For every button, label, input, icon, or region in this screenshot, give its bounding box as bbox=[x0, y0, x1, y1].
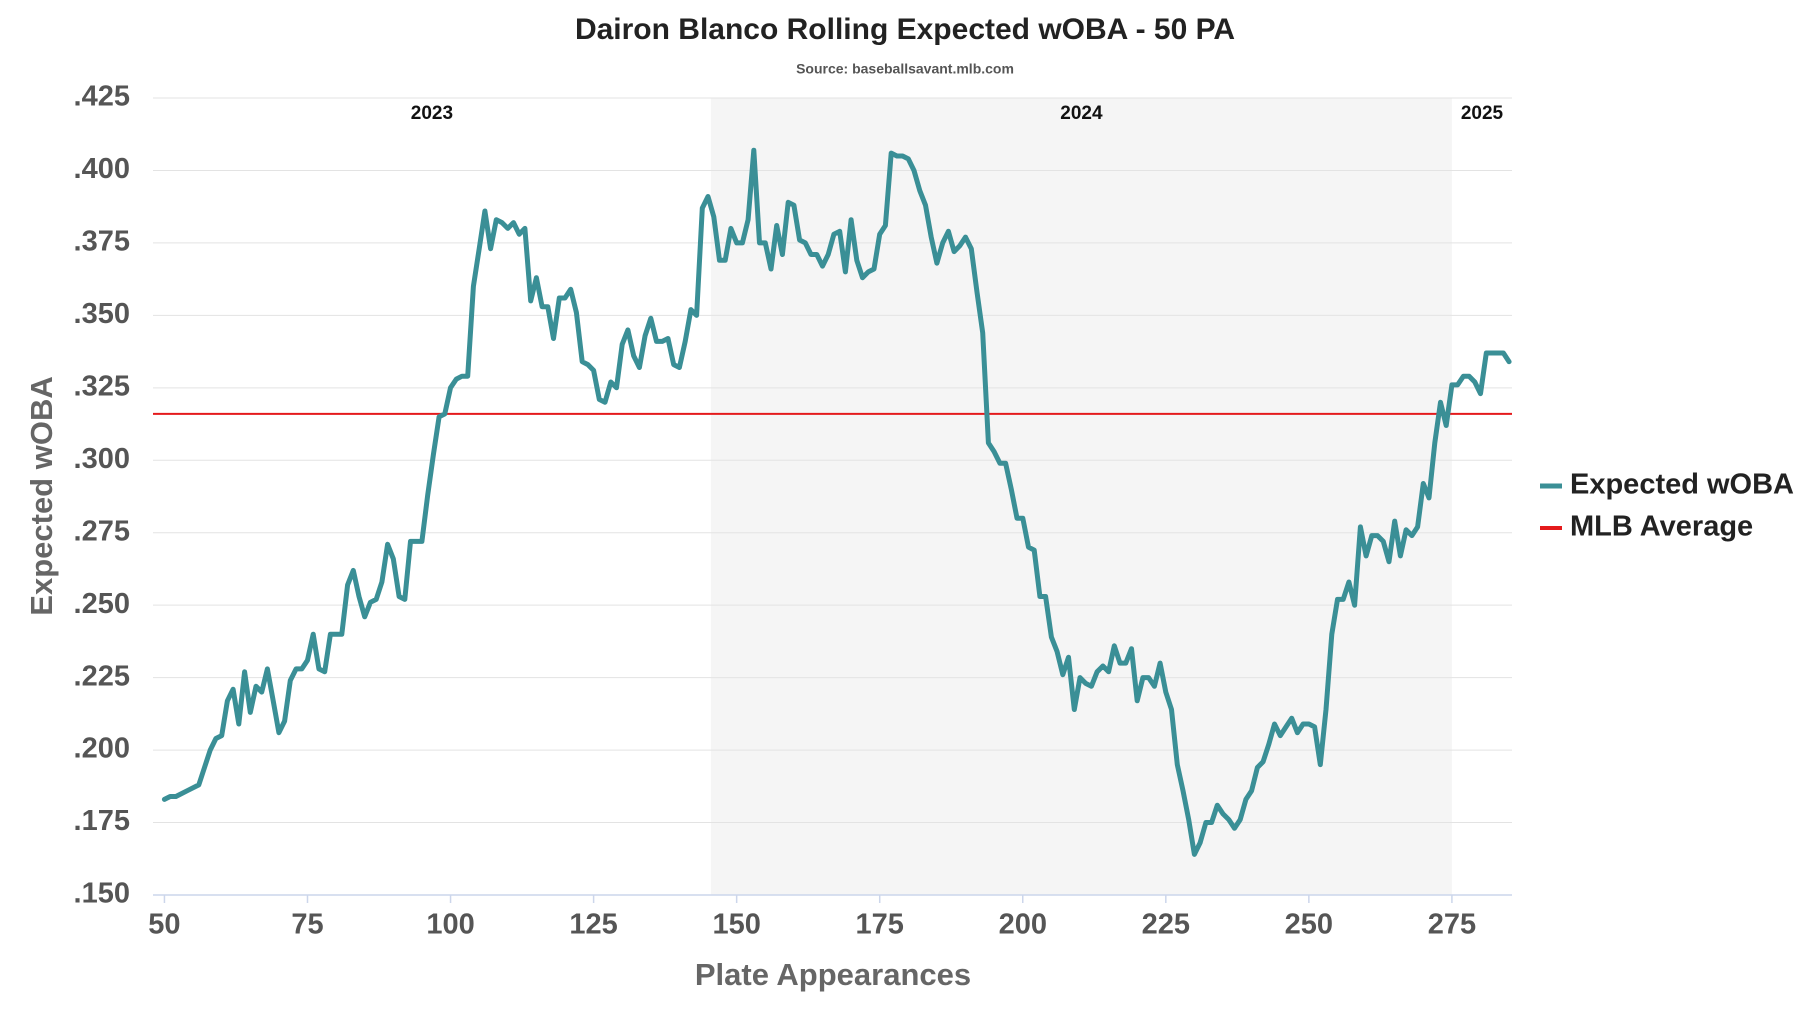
chart-subtitle: Source: baseballsavant.mlb.com bbox=[796, 61, 1014, 77]
season-band bbox=[710, 98, 1452, 895]
x-tick-label: 250 bbox=[1285, 909, 1333, 941]
data-line bbox=[161, 147, 1512, 857]
y-axis-label: Expected wOBA bbox=[24, 376, 59, 615]
x-tick-label: 200 bbox=[999, 909, 1047, 941]
y-tick-label: .300 bbox=[74, 443, 130, 475]
season-label: 2023 bbox=[411, 103, 453, 124]
x-tick-label: 125 bbox=[569, 909, 617, 941]
y-tick-label: .200 bbox=[74, 733, 130, 765]
x-tick-label: 100 bbox=[426, 909, 474, 941]
chart-title: Dairon Blanco Rolling Expected wOBA - 50… bbox=[575, 13, 1235, 46]
x-tick-label: 75 bbox=[291, 909, 323, 941]
y-tick-label: .375 bbox=[74, 226, 130, 258]
y-tick-label: .350 bbox=[74, 298, 130, 330]
y-tick-label: .325 bbox=[74, 370, 130, 402]
background-layer bbox=[153, 97, 1512, 896]
legend-label: Expected wOBA bbox=[1570, 469, 1794, 501]
y-tick-label: .175 bbox=[74, 805, 130, 837]
season-label: 2025 bbox=[1461, 103, 1504, 124]
season-label: 2024 bbox=[1060, 103, 1103, 124]
x-tick-label: 275 bbox=[1428, 909, 1476, 941]
y-tick-label: .400 bbox=[74, 153, 130, 185]
y-tick-label: .250 bbox=[74, 588, 130, 620]
y-tick-label: .225 bbox=[74, 660, 130, 692]
x-tick-label: 150 bbox=[712, 909, 760, 941]
x-axis-label: Plate Appearances bbox=[695, 957, 971, 992]
y-tick-label: .425 bbox=[74, 81, 130, 113]
x-tick-label: 50 bbox=[148, 909, 180, 941]
legend-label: MLB Average bbox=[1570, 511, 1753, 543]
x-tick-label: 225 bbox=[1142, 909, 1190, 941]
y-tick-label: .150 bbox=[74, 878, 130, 910]
y-tick-label: .275 bbox=[74, 515, 130, 547]
x-tick-label: 175 bbox=[856, 909, 904, 941]
